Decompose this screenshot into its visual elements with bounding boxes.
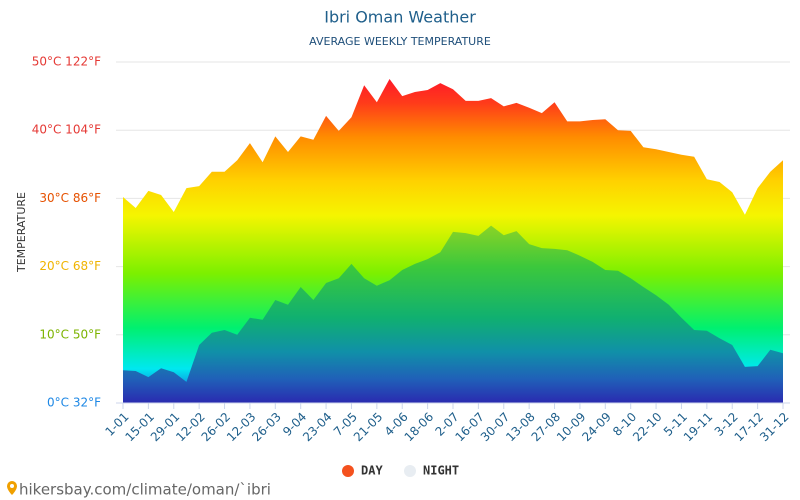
y-tick-label: 50°C 122°F xyxy=(32,55,101,69)
x-tick-label: 23-04 xyxy=(300,410,335,445)
y-axis-label: TEMPERATURE xyxy=(15,192,28,273)
x-tick-label: 24-09 xyxy=(579,410,614,445)
y-tick-label: 10°C 50°F xyxy=(39,327,101,341)
legend-marker xyxy=(342,465,354,477)
legend-label: NIGHT xyxy=(423,464,459,478)
x-tick-label: 21-05 xyxy=(351,410,386,445)
y-tick-label: 40°C 104°F xyxy=(32,123,101,137)
y-tick-label: 0°C 32°F xyxy=(47,396,101,410)
x-tick-label: 19-11 xyxy=(681,410,716,445)
y-tick-label: 30°C 86°F xyxy=(39,191,101,205)
legend-label: DAY xyxy=(361,464,383,478)
legend-marker xyxy=(404,465,416,477)
x-tick-label: 22-10 xyxy=(630,410,665,445)
y-tick-label: 20°C 68°F xyxy=(39,259,101,273)
x-tick-label: 26-03 xyxy=(249,410,284,445)
pin-dot xyxy=(10,484,14,488)
legend: DAY NIGHT xyxy=(342,464,459,478)
x-tick-label: 31-12 xyxy=(757,410,792,445)
area-1 xyxy=(123,225,783,403)
source: hikersbay.com/climate/oman/`ibri xyxy=(19,481,271,499)
chart-subtitle: AVERAGE WEEKLY TEMPERATURE xyxy=(309,35,491,48)
x-tick-label: 18-06 xyxy=(402,410,437,445)
chart-title: Ibri Oman Weather xyxy=(324,8,476,27)
